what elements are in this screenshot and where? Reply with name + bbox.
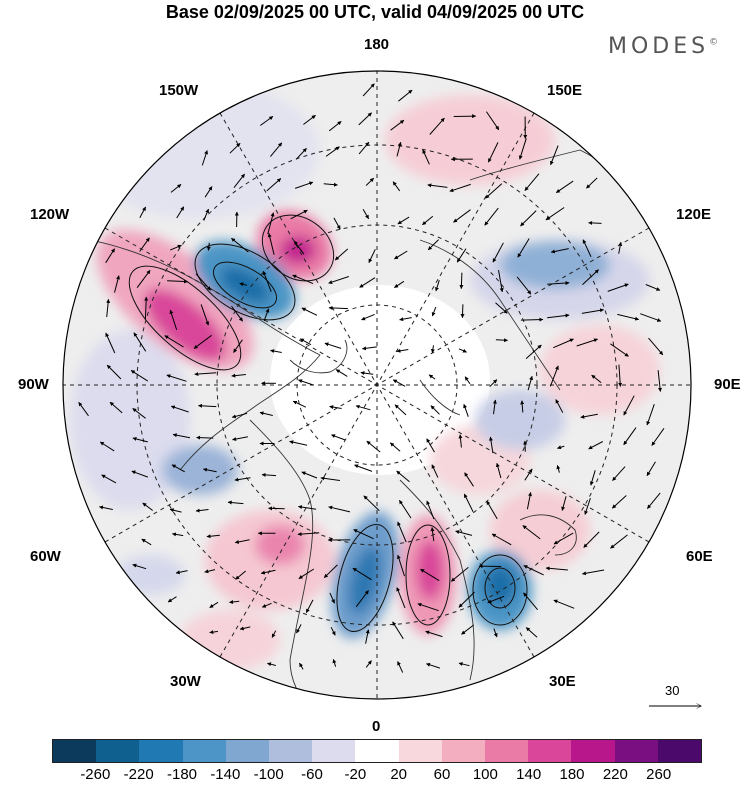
map-field	[60, 70, 700, 710]
label-0: 0	[372, 718, 380, 735]
anomaly-positive-north-pacific	[385, 95, 555, 185]
colorbar-segment	[658, 740, 701, 762]
colorbar-segment	[571, 740, 614, 762]
anomaly-positive-atlantic-core	[255, 525, 305, 565]
colorbar-tick-label: 180	[559, 766, 584, 783]
wind-vector	[589, 223, 602, 224]
colorbar-segment	[528, 740, 571, 762]
colorbar-tick-label: -180	[167, 766, 197, 783]
colorbar-tick-label: -100	[254, 766, 284, 783]
colorbar-segment	[96, 740, 139, 762]
label-60e: 60E	[686, 548, 713, 565]
colorbar-tick-label: 260	[646, 766, 671, 783]
colorbar-tick-label: -260	[80, 766, 110, 783]
colorbar	[52, 739, 702, 763]
wind-vector	[462, 304, 463, 317]
colorbar-tick-label: 220	[603, 766, 628, 783]
colorbar-ticks: -260 -220 -180 -140 -100 -60 -20 20 60 100 140 180 2…	[0, 766, 750, 783]
wind-vector	[461, 273, 462, 289]
wind-vector	[269, 508, 285, 509]
label-30e: 30E	[549, 673, 576, 690]
label-30w: 30W	[170, 673, 201, 690]
label-90w: 90W	[18, 376, 49, 393]
anomaly-positive-alaska-core	[280, 236, 316, 264]
colorbar-segment	[183, 740, 226, 762]
wind-vector	[521, 320, 543, 321]
wind-vector	[197, 438, 214, 439]
label-120w: 120W	[30, 206, 69, 223]
colorbar-segment	[226, 740, 269, 762]
reference-vector	[647, 684, 707, 714]
anomaly-negative-weak	[475, 390, 565, 450]
anomaly-weak-negative	[80, 80, 320, 220]
anomaly-positive-europe-core	[416, 540, 444, 600]
label-120e: 120E	[676, 206, 711, 223]
wind-vector	[496, 340, 508, 341]
colorbar-tick-label: 140	[516, 766, 541, 783]
label-60w: 60W	[30, 548, 61, 565]
colorbar-segment	[53, 740, 96, 762]
colorbar-segment	[442, 740, 485, 762]
anomaly-negative-hudson	[162, 445, 238, 495]
colorbar-tick-label: 60	[434, 766, 451, 783]
colorbar-segment	[269, 740, 312, 762]
colorbar-tick-label: -20	[344, 766, 366, 783]
label-150w: 150W	[159, 82, 198, 99]
colorbar-tick-label: 20	[390, 766, 407, 783]
colorbar-segment	[355, 740, 398, 762]
colorbar-segment	[312, 740, 355, 762]
colorbar-tick-label: -220	[124, 766, 154, 783]
colorbar-segment	[485, 740, 528, 762]
colorbar-tick-label: -140	[210, 766, 240, 783]
label-150e: 150E	[547, 82, 582, 99]
label-90e: 90E	[714, 376, 741, 393]
anomaly-positive-siberia	[540, 325, 660, 415]
anomaly-negative-weak-south	[115, 555, 185, 595]
colorbar-segment	[399, 740, 442, 762]
colorbar-tick-label: -60	[301, 766, 323, 783]
colorbar-segment	[139, 740, 182, 762]
colorbar-segment	[615, 740, 658, 762]
colorbar-tick-label: 100	[473, 766, 498, 783]
label-180: 180	[364, 36, 389, 53]
